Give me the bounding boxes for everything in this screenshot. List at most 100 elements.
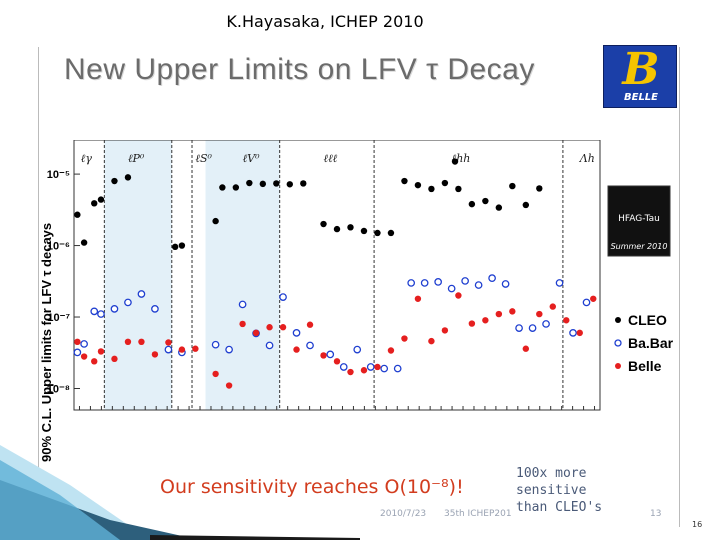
hfag-badge-title: HFAG-Tau xyxy=(618,214,660,224)
data-point-cleo xyxy=(246,179,253,187)
data-point-cleo xyxy=(401,177,408,185)
lfv-upper-limits-chart: 10⁻⁵10⁻⁶10⁻⁷10⁻⁸ ℓγ ℓP⁰ ℓS⁰ ℓV⁰ ℓℓℓ ℓhh Λh 90%… xyxy=(39,140,674,462)
data-point-cleo xyxy=(232,184,240,191)
group-label: ℓγ xyxy=(81,152,93,165)
footer-slide-number: 13 xyxy=(650,509,662,519)
data-point-cleo xyxy=(212,217,219,225)
x-axis-ticks xyxy=(78,406,596,410)
data-point-babar xyxy=(447,284,456,293)
slide-title: New Upper Limits on LFV τ Decay xyxy=(64,53,535,86)
group-label: ℓS⁰ xyxy=(195,152,212,165)
legend-marker xyxy=(614,339,622,347)
data-point-cleo xyxy=(468,200,476,208)
data-point-cleo xyxy=(171,243,179,251)
group-label: Λh xyxy=(579,152,595,165)
data-point-cleo xyxy=(374,229,381,237)
data-point-belle xyxy=(455,292,462,299)
data-point-belle xyxy=(165,339,172,346)
data-point-babar xyxy=(326,350,335,359)
data-point-babar xyxy=(380,364,389,373)
data-point-belle xyxy=(97,348,105,355)
data-point-babar xyxy=(569,329,577,337)
data-point-belle xyxy=(306,321,314,328)
data-point-cleo xyxy=(441,179,449,187)
data-point-belle xyxy=(151,351,159,358)
data-point-babar xyxy=(488,274,496,282)
data-point-cleo xyxy=(414,181,422,189)
data-point-babar xyxy=(393,364,402,373)
hfag-badge xyxy=(607,185,671,257)
data-point-cleo xyxy=(300,180,307,187)
belle-logo-glyph: B xyxy=(622,44,660,95)
data-point-babar xyxy=(474,281,483,289)
data-point-belle xyxy=(225,382,233,389)
data-point-belle xyxy=(279,324,287,331)
data-point-babar xyxy=(515,324,523,332)
data-point-belle xyxy=(401,335,408,342)
data-point-babar xyxy=(501,280,510,288)
note-line: 100x more xyxy=(516,466,587,481)
data-point-babar xyxy=(528,324,537,332)
data-point-cleo xyxy=(320,220,327,228)
data-point-belle xyxy=(536,310,543,318)
legend-label: CLEO xyxy=(628,312,667,328)
y-axis-label: 90% C.L. Upper limits for LFV τ decays xyxy=(39,223,54,462)
data-point-cleo xyxy=(97,196,105,203)
data-point-cleo xyxy=(91,200,98,207)
data-point-cleo xyxy=(273,180,280,187)
shaded-regions xyxy=(104,140,280,410)
data-point-babar xyxy=(542,320,550,328)
data-point-belle xyxy=(192,345,199,352)
data-points xyxy=(73,158,597,389)
data-point-belle xyxy=(428,337,435,345)
plot-frame xyxy=(73,140,601,411)
data-point-cleo xyxy=(455,185,462,193)
data-point-babar xyxy=(97,310,105,318)
legend-marker xyxy=(615,317,621,323)
data-point-babar xyxy=(211,340,220,349)
data-point-belle xyxy=(293,346,300,353)
shaded-region xyxy=(104,140,172,410)
data-point-babar xyxy=(225,345,233,354)
deco-swoosh-mid xyxy=(0,460,120,540)
data-point-belle xyxy=(178,346,186,353)
data-point-belle xyxy=(111,355,118,363)
data-point-belle xyxy=(266,324,273,331)
data-point-babar xyxy=(124,298,132,307)
data-point-cleo xyxy=(80,239,88,246)
legend-label: Ba.Bar xyxy=(628,335,674,351)
data-point-cleo xyxy=(111,177,118,185)
data-point-belle xyxy=(441,327,449,334)
data-point-babar xyxy=(555,279,564,287)
data-point-belle xyxy=(495,310,503,318)
data-point-belle xyxy=(347,368,354,376)
data-point-belle xyxy=(563,317,570,324)
data-point-babar xyxy=(366,363,375,371)
legend-marker xyxy=(615,363,621,369)
data-point-cleo xyxy=(124,174,132,181)
data-point-belle xyxy=(549,303,556,310)
data-point-babar xyxy=(238,300,247,309)
y-axis-ticks: 10⁻⁵ 10⁻⁶ 10⁻⁷ 10⁻⁸ xyxy=(47,169,80,395)
data-point-belle xyxy=(468,320,476,327)
data-point-cleo xyxy=(387,229,395,237)
belle-logo: B BELLE xyxy=(603,45,677,108)
note-line: sensitive xyxy=(516,483,587,498)
shaded-region xyxy=(205,140,280,410)
data-point-cleo xyxy=(74,211,81,218)
y-tick-label: 10⁻⁷ xyxy=(47,312,70,324)
data-point-babar xyxy=(582,298,591,307)
data-point-babar xyxy=(265,341,274,350)
data-point-babar xyxy=(73,348,82,357)
data-point-babar xyxy=(407,279,416,287)
data-point-babar xyxy=(353,345,362,354)
data-point-belle xyxy=(80,353,88,360)
data-point-cleo xyxy=(536,185,543,192)
group-label: ℓV⁰ xyxy=(243,152,261,165)
data-point-babar xyxy=(292,329,301,337)
group-label: ℓℓℓ xyxy=(324,152,338,165)
belle-logo-name: BELLE xyxy=(623,92,659,103)
data-point-belle xyxy=(212,370,219,378)
data-point-babar xyxy=(461,277,469,285)
y-tick-label: 10⁻⁵ xyxy=(47,169,70,181)
